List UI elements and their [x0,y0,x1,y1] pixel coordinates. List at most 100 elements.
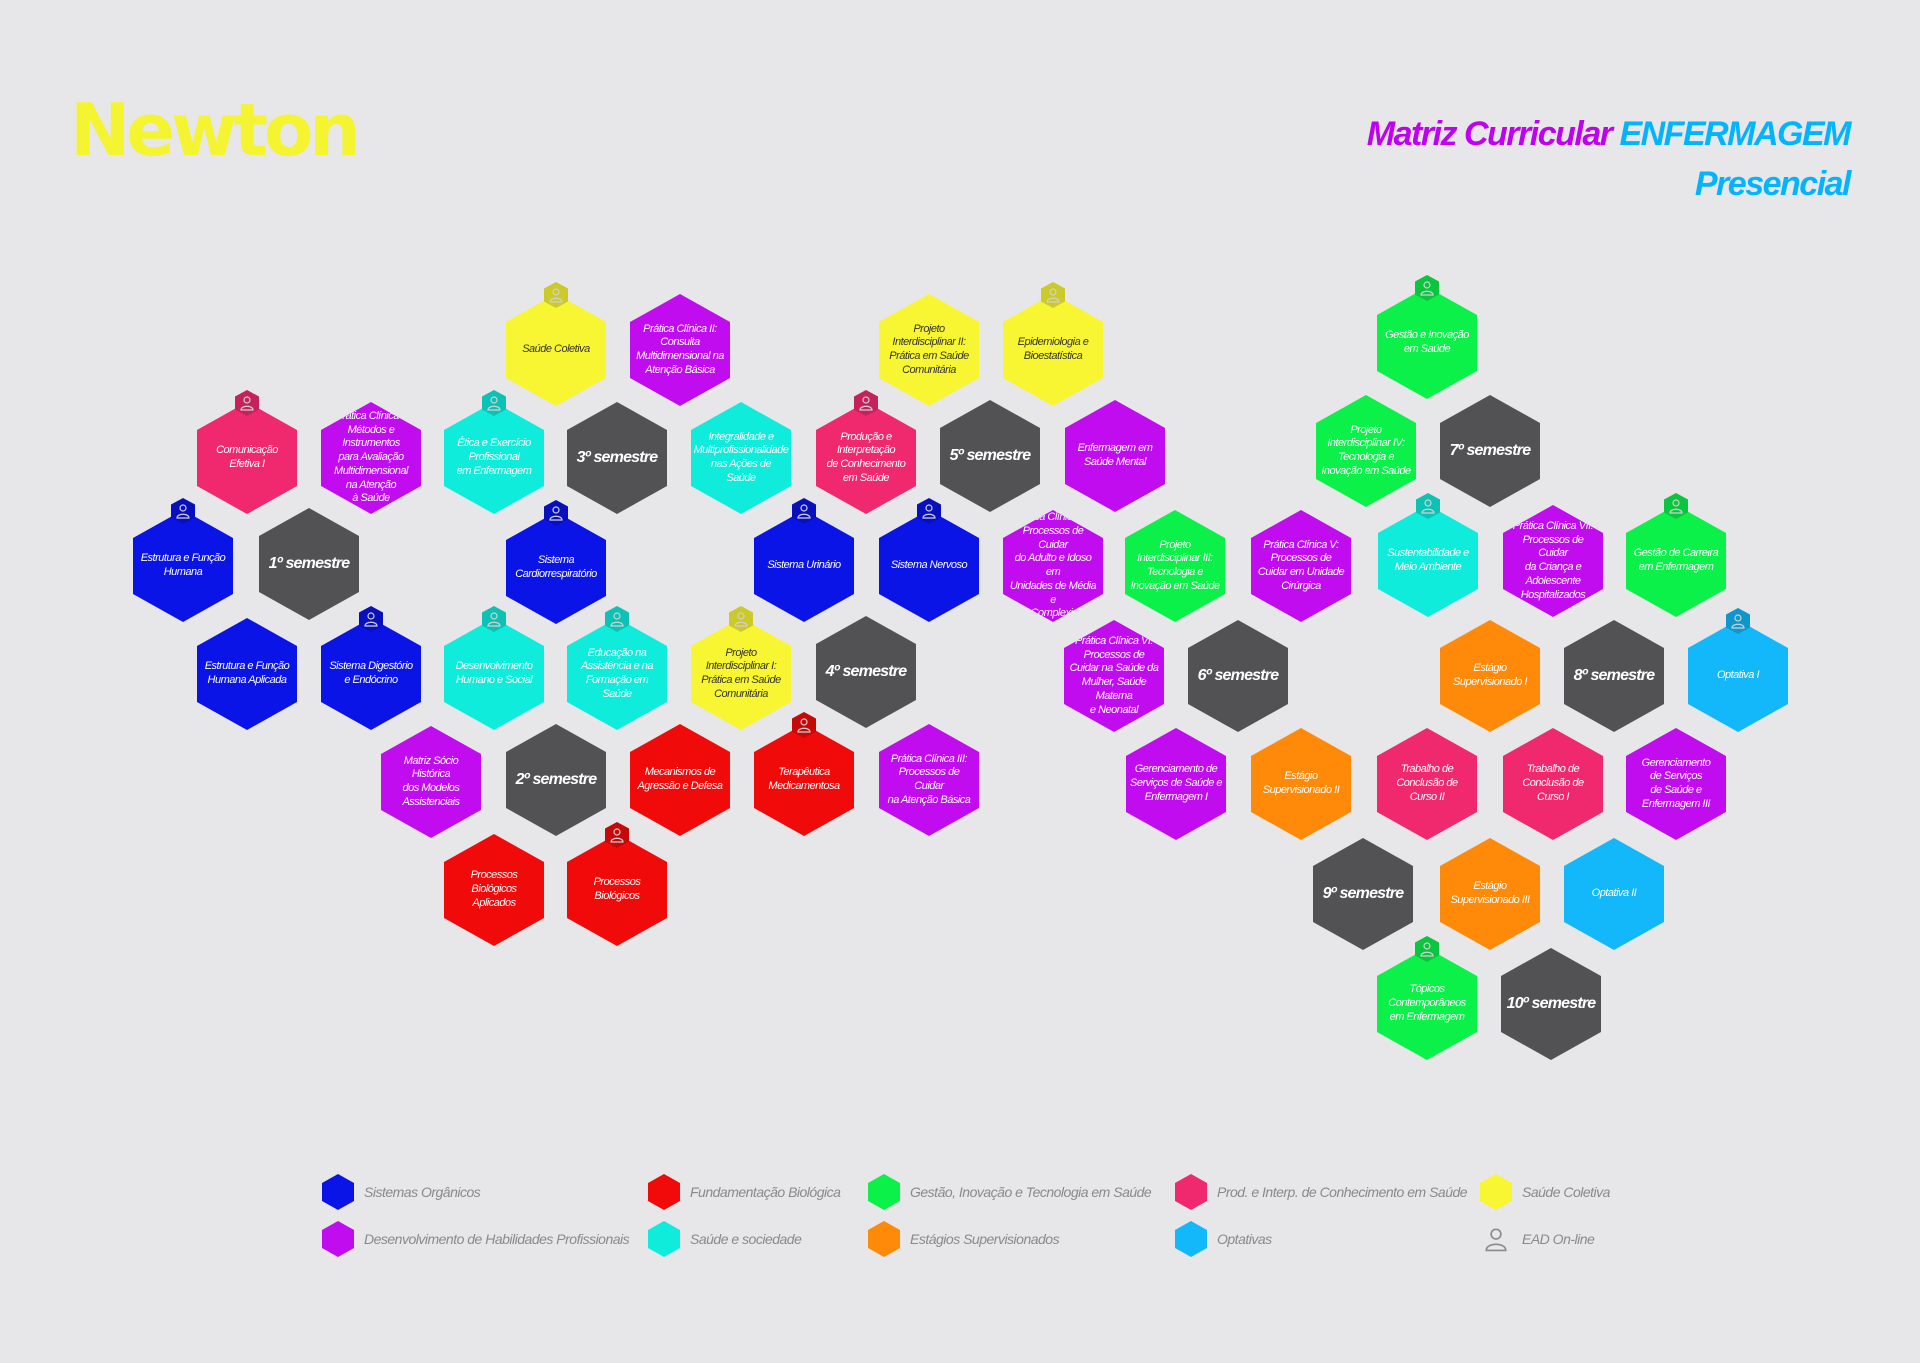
hex-label: Desenvolvimento Humano e Social [455,660,533,686]
hex-label: Optativa I [1716,669,1760,682]
legend-item-coletiva: Saúde Coletiva [1480,1174,1610,1210]
ead-icon [544,282,568,308]
course-hex-gestao-inovacao: Gestão e Inovação em Saúde [1377,287,1477,399]
hex-label: 5º semestre [949,447,1031,464]
course-hex-pratica-clinica-vi: Prática Clínica VI: Processos de Cuidar … [1064,620,1164,732]
hex-label: Processos Biológicos Aplicados [470,869,518,909]
hex-label: Estágio Supervisionado III [1450,880,1530,906]
hex-label: Estágio Supervisionado II [1262,770,1340,796]
course-hex-terapeutica: Terapêutica Medicamentosa [754,724,854,836]
legend-label: Prod. e Interp. de Conhecimento em Saúde [1217,1184,1468,1200]
legend-item-fundamentacao: Fundamentação Biológica [648,1174,841,1210]
course-hex-pi-iv: Projeto Interdisciplinar IV: Tecnologia … [1316,395,1416,507]
legend-item-gestao: Gestão, Inovação e Tecnologia em Saúde [868,1174,1152,1210]
hex-label: Prática Clínica V: Processos de Cuidar e… [1257,538,1345,592]
legend-swatch [1480,1174,1512,1210]
legend-label: Desenvolvimento de Habilidades Profissio… [364,1231,630,1247]
page-subtitle: Presencial [1694,165,1852,203]
hex-label: Estágio Supervisionado I [1453,662,1527,688]
hex-label: Terapêutica Medicamentosa [768,766,840,792]
hex-label: Trabalho de Conclusão de Curso I [1522,763,1584,803]
hex-label: Gerenciamento de Serviços de Saúde e Enf… [1641,756,1711,810]
legend-item-organicos: Sistemas Orgânicos [322,1174,481,1210]
legend-label: Saúde e sociedade [690,1231,802,1247]
course-hex-producao: Produção e Interpretação de Conhecimento… [816,402,916,514]
hex-label: Prática Clínica I: Métodos e Instrumento… [334,409,408,505]
semester-hex-sem-8: 8º semestre [1564,620,1664,732]
hex-label: 3º semestre [576,449,658,466]
hex-label: Prática Clínica II: Consulta Multidimens… [636,322,724,376]
legend-label: Saúde Coletiva [1522,1184,1610,1200]
semester-hex-sem-4: 4º semestre [816,616,916,728]
ead-icon [482,390,506,416]
course-hex-epidemiologia: Epidemiologia e Bioestatística [1003,294,1103,406]
course-hex-comunicacao: Comunicação Efetiva I [197,402,297,514]
course-hex-estrutura-funcao: Estrutura e Função Humana [133,510,233,622]
course-hex-integralidade: Integralidade e Multiprofissionalidade n… [691,402,791,514]
course-hex-pi-iii: Projeto Interdisciplinar III: Tecnologia… [1125,510,1225,622]
hex-label: Prática Clínica IV: Processos de Cuidar … [1009,511,1097,620]
legend-item-estagios: Estágios Supervisionados [868,1221,1060,1257]
course-hex-desenvolvimento: Desenvolvimento Humano e Social [444,618,544,730]
course-hex-estagio-iii: Estágio Supervisionado III [1440,838,1540,950]
hex-label: Gerenciamento de Serviços de Saúde e Enf… [1130,763,1223,803]
hex-label: Gestão e Inovação em Saúde [1385,329,1469,355]
course-hex-pi-ii: Projeto Interdisciplinar II: Prática em … [879,294,979,406]
legend-swatch [648,1174,680,1210]
course-hex-tcc-ii: Trabalho de Conclusão de Curso II [1377,728,1477,840]
semester-hex-sem-2: 2º semestre [506,724,606,836]
course-hex-tcc-i: Trabalho de Conclusão de Curso I [1503,728,1603,840]
course-hex-pratica-clinica-ii: Prática Clínica II: Consulta Multidimens… [630,294,730,406]
legend-item-ead: EAD On-line [1480,1221,1595,1257]
legend-swatch [1175,1221,1207,1257]
course-hex-optativa-i: Optativa I [1688,620,1788,732]
semester-hex-sem-5: 5º semestre [940,400,1040,512]
hex-label: 9º semestre [1322,885,1404,902]
legend-swatch [648,1221,680,1257]
semester-hex-sem-6: 6º semestre [1188,620,1288,732]
title-course: ENFERMAGEM [1619,115,1851,153]
hex-label: Saúde Coletiva [522,343,590,356]
legend-item-optativas: Optativas [1175,1221,1272,1257]
legend-swatch [322,1174,354,1210]
course-hex-pi-i: Projeto Interdisciplinar I: Prática em S… [691,618,791,730]
hex-label: Sustentabilidade e Meio Ambiente [1387,547,1469,573]
hex-label: Trabalho de Conclusão de Curso II [1396,763,1458,803]
ead-icon [235,390,259,416]
course-hex-saude-coletiva-1: Saúde Coletiva [506,294,606,406]
semester-hex-sem-9: 9º semestre [1313,838,1413,950]
course-hex-topicos: Tópicos Contemporâneos em Enfermagem [1377,948,1477,1060]
hex-label: Tópicos Contemporâneos em Enfermagem [1388,983,1466,1023]
legend-label: Fundamentação Biológica [690,1184,841,1200]
legend-item-sociedade: Saúde e sociedade [648,1221,802,1257]
newton-logo: Newton [70,88,361,172]
course-hex-estagio-ii: Estágio Supervisionado II [1251,728,1351,840]
legend-swatch [868,1221,900,1257]
hex-label: 1º semestre [268,555,350,572]
legend-label: EAD On-line [1522,1231,1595,1247]
legend-label: Optativas [1217,1231,1272,1247]
hex-label: 4º semestre [825,663,907,680]
hex-label: Epidemiologia e Bioestatística [1017,336,1089,362]
course-hex-educacao: Educação na Assistência e na Formação em… [567,618,667,730]
legend-swatch [1175,1174,1207,1210]
course-hex-mecanismos: Mecanismos de Agressão e Defesa [630,724,730,836]
course-hex-pratica-clinica-i: Prática Clínica I: Métodos e Instrumento… [321,402,421,514]
course-hex-optativa-ii: Optativa II [1564,838,1664,950]
legend-label: Estágios Supervisionados [910,1231,1060,1247]
legend-label: Gestão, Inovação e Tecnologia em Saúde [910,1184,1152,1200]
course-hex-sistema-digestorio: Sistema Digestório e Endócrino [321,618,421,730]
hex-label: Prática Clínica VI: Processos de Cuidar … [1069,634,1159,716]
hex-label: Projeto Interdisciplinar III: Tecnologia… [1130,538,1220,592]
hex-label: Projeto Interdisciplinar II: Prática em … [889,322,969,376]
hex-label: Gestão de Carreira em Enfermagem [1633,547,1719,573]
course-hex-sistema-urinario: Sistema Urinário [754,510,854,622]
course-hex-sistema-cardio: Sistema Cardiorrespiratório [506,512,606,624]
course-hex-gerenciamento-i: Gerenciamento de Serviços de Saúde e Enf… [1126,728,1226,840]
ead-icon [1041,282,1065,308]
hex-label: Comunicação Efetiva I [216,444,278,470]
page-title: Matriz Curricular ENFERMAGEM [1367,115,1852,154]
hex-label: Sistema Digestório e Endócrino [329,660,413,686]
hex-label: Sistema Urinário [767,559,841,572]
hex-label: Processos Biológicos [593,876,641,902]
